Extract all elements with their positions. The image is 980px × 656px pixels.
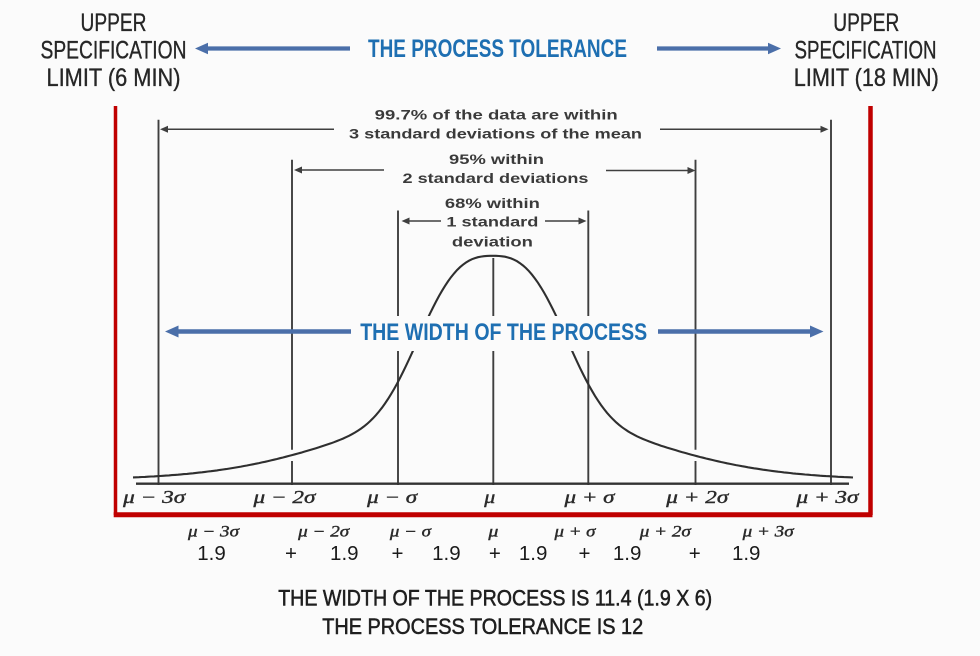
svg-text:THE PROCESS TOLERANCE IS 12: THE PROCESS TOLERANCE IS 12 (322, 614, 643, 639)
svg-text:+: + (392, 542, 404, 565)
svg-text:μ + 2σ: μ + 2σ (665, 487, 730, 507)
svg-text:μ − σ: μ − σ (366, 487, 419, 507)
svg-text:THE WIDTH OF THE PROCESS IS 11: THE WIDTH OF THE PROCESS IS 11.4 (1.9 X … (278, 586, 712, 611)
svg-text:SPECIFICATION: SPECIFICATION (41, 37, 187, 65)
svg-text:68% within: 68% within (445, 195, 540, 211)
svg-text:+: + (689, 542, 701, 565)
svg-text:+: + (579, 542, 591, 565)
svg-text:LIMIT (6 MIN): LIMIT (6 MIN) (47, 64, 181, 92)
svg-text:μ + σ: μ + σ (553, 524, 597, 541)
svg-text:THE PROCESS TOLERANCE: THE PROCESS TOLERANCE (368, 35, 627, 63)
svg-text:μ + σ: μ + σ (563, 487, 616, 507)
svg-text:3 standard deviations of the m: 3 standard deviations of the mean (349, 126, 642, 142)
svg-text:UPPER: UPPER (833, 9, 899, 37)
svg-text:μ − 3σ: μ − 3σ (187, 524, 241, 541)
svg-text:LIMIT (18 MIN): LIMIT (18 MIN) (794, 64, 939, 92)
svg-text:99.7% of the data are within: 99.7% of the data are within (375, 107, 618, 123)
svg-text:+: + (285, 542, 297, 565)
svg-text:μ − 3σ: μ − 3σ (122, 487, 187, 507)
svg-text:μ: μ (487, 524, 499, 541)
svg-text:μ + 3σ: μ + 3σ (795, 487, 860, 507)
svg-text:μ + 2σ: μ + 2σ (639, 524, 693, 541)
svg-text:UPPER: UPPER (81, 9, 147, 37)
svg-text:1.9: 1.9 (519, 542, 548, 565)
svg-text:μ: μ (483, 487, 496, 507)
svg-text:95% within: 95% within (449, 151, 544, 167)
svg-text:1.9: 1.9 (197, 542, 226, 565)
svg-text:μ + 3σ: μ + 3σ (741, 524, 795, 541)
svg-text:μ − σ: μ − σ (389, 524, 433, 541)
svg-text:THE WIDTH OF THE PROCESS: THE WIDTH OF THE PROCESS (360, 319, 647, 346)
svg-text:+: + (489, 542, 501, 565)
svg-text:deviation: deviation (452, 234, 533, 250)
svg-text:SPECIFICATION: SPECIFICATION (795, 37, 937, 65)
svg-text:1 standard: 1 standard (446, 214, 538, 230)
svg-text:2 standard deviations: 2 standard deviations (403, 170, 589, 186)
svg-text:1.9: 1.9 (732, 542, 761, 565)
svg-text:μ − 2σ: μ − 2σ (297, 524, 351, 541)
svg-text:1.9: 1.9 (613, 542, 642, 565)
svg-text:μ − 2σ: μ − 2σ (252, 487, 317, 507)
svg-text:1.9: 1.9 (330, 542, 359, 565)
svg-text:1.9: 1.9 (432, 542, 461, 565)
